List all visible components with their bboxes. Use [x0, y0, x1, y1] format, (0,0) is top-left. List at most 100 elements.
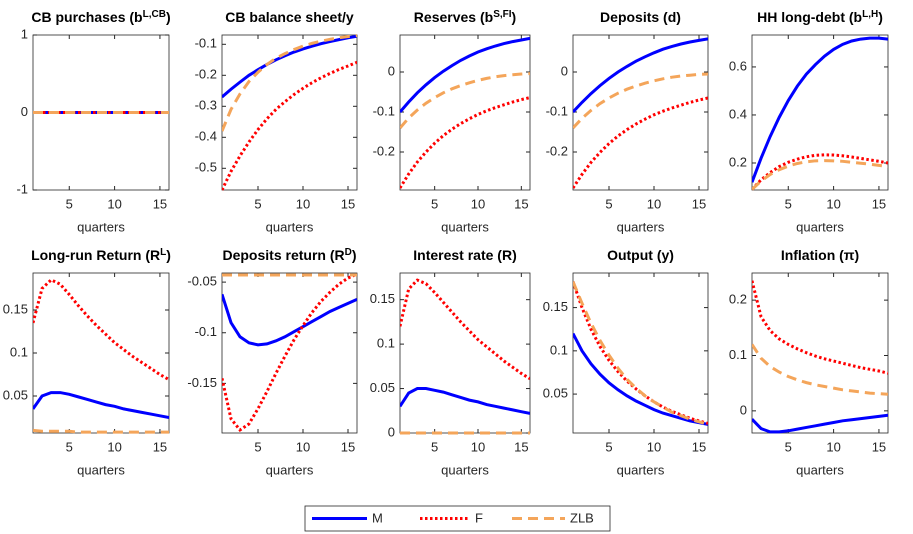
x-tick-label: 5: [431, 196, 438, 211]
axes-box: [751, 272, 889, 434]
y-tick-label: 0.6: [729, 58, 747, 73]
x-tick-label: 15: [514, 196, 528, 211]
series-line: [400, 278, 530, 381]
series-line: [33, 391, 169, 419]
y-tick-label: 1: [21, 26, 28, 41]
title-segment: ): [878, 9, 883, 25]
series-line: [573, 281, 708, 426]
axes-box: [572, 272, 709, 434]
y-tick-label: -0.15: [187, 375, 217, 390]
series-line: [752, 343, 888, 396]
series-line: [222, 34, 357, 132]
x-tick-label: 10: [826, 439, 840, 454]
x-tick-label: 10: [107, 439, 121, 454]
x-tick-label: 5: [254, 196, 261, 211]
series-line: [752, 413, 888, 434]
subplot-title: HH long-debt (bL,H): [757, 9, 883, 25]
series-line: [222, 293, 357, 347]
y-tick-label: 0.1: [10, 344, 28, 359]
x-axis-label: quarters: [796, 462, 844, 477]
series-line: [222, 272, 357, 432]
y-tick-label: -0.5: [195, 160, 217, 175]
y-tick-label: -0.2: [546, 143, 568, 158]
y-tick-label: 0.4: [729, 106, 747, 121]
axes-box: [221, 34, 358, 191]
series-line: [752, 153, 888, 191]
x-axis-label: quarters: [77, 462, 125, 477]
y-tick-label: -0.1: [195, 324, 217, 339]
series-line: [400, 387, 530, 415]
subplot: HH long-debt (bL,H) quarters 5 10 15 0.2 0.4 0.…: [729, 9, 889, 234]
title-segment: Interest rate (R): [413, 247, 516, 263]
x-tick-label: 15: [153, 439, 167, 454]
x-axis-label: quarters: [617, 462, 665, 477]
x-tick-label: 5: [431, 439, 438, 454]
y-tick-label: 0: [388, 63, 395, 78]
title-segment: ): [166, 9, 171, 25]
x-tick-label: 15: [153, 196, 167, 211]
legend: M F ZLB: [304, 505, 611, 532]
title-segment: ): [166, 247, 171, 263]
title-segment: CB purchases (b: [31, 9, 142, 25]
x-tick-label: 15: [341, 439, 355, 454]
title-segment: ): [512, 9, 517, 25]
subplot-title: CB purchases (bL,CB): [31, 9, 170, 25]
y-tick-label: 0.1: [377, 336, 395, 351]
x-tick-label: 15: [341, 196, 355, 211]
x-axis-label: quarters: [266, 462, 314, 477]
x-axis-label: quarters: [617, 219, 665, 234]
x-tick-label: 10: [471, 196, 485, 211]
x-tick-label: 10: [647, 439, 661, 454]
series-line: [33, 278, 169, 381]
y-tick-label: 0: [561, 63, 568, 78]
series-line: [752, 280, 888, 375]
y-tick-label: -0.1: [546, 103, 568, 118]
y-tick-label: -0.3: [195, 98, 217, 113]
x-tick-label: 10: [471, 439, 485, 454]
title-segment: Deposits (d): [600, 9, 681, 25]
title-segment: Reserves (b: [414, 9, 493, 25]
x-tick-label: 5: [605, 439, 612, 454]
x-tick-label: 10: [647, 196, 661, 211]
title-segment: L: [160, 247, 166, 258]
x-tick-label: 5: [66, 439, 73, 454]
series-line: [752, 159, 888, 191]
x-axis-label: quarters: [266, 219, 314, 234]
legend-label: M: [372, 510, 383, 525]
x-axis-label: quarters: [441, 219, 489, 234]
y-tick-label: -1: [16, 181, 28, 196]
y-tick-label: -0.4: [195, 129, 217, 144]
y-tick-label: 0.2: [729, 292, 747, 307]
subplot-title: Output (y): [607, 247, 674, 263]
subplot: Output (y) quarters 5 10 15 0.05 0.1 0.15: [543, 247, 709, 477]
subplot-title: Reserves (bS,FI): [414, 9, 516, 25]
subplot: Deposits return (RD) quarters 5 10 15 -0.15 -0…: [187, 247, 358, 477]
title-segment: Deposits return (R: [222, 247, 344, 263]
y-tick-label: 0.05: [3, 387, 28, 402]
y-tick-label: 0.15: [370, 291, 395, 306]
title-segment: ): [352, 247, 357, 263]
series-line: [573, 332, 708, 426]
subplot-title: Interest rate (R): [413, 247, 516, 263]
subplot-title: Long-run Return (RL): [31, 247, 171, 263]
x-tick-label: 5: [66, 196, 73, 211]
subplot: CB balance sheet/y quarters 5 10 15 -0.5 -0.4 -…: [195, 9, 358, 234]
y-tick-label: -0.05: [187, 274, 217, 289]
x-tick-label: 15: [692, 439, 706, 454]
title-segment: CB balance sheet/y: [225, 9, 354, 25]
y-tick-label: 0.15: [543, 299, 568, 314]
subplot-title: Deposits return (RD): [222, 247, 356, 263]
series-line: [222, 34, 357, 99]
x-tick-label: 5: [785, 439, 792, 454]
axes-box: [751, 34, 889, 191]
series-line: [33, 428, 169, 434]
series-line: [573, 37, 708, 114]
y-tick-label: -0.1: [195, 36, 217, 51]
title-segment: L,H: [862, 9, 878, 20]
x-tick-label: 15: [872, 196, 886, 211]
